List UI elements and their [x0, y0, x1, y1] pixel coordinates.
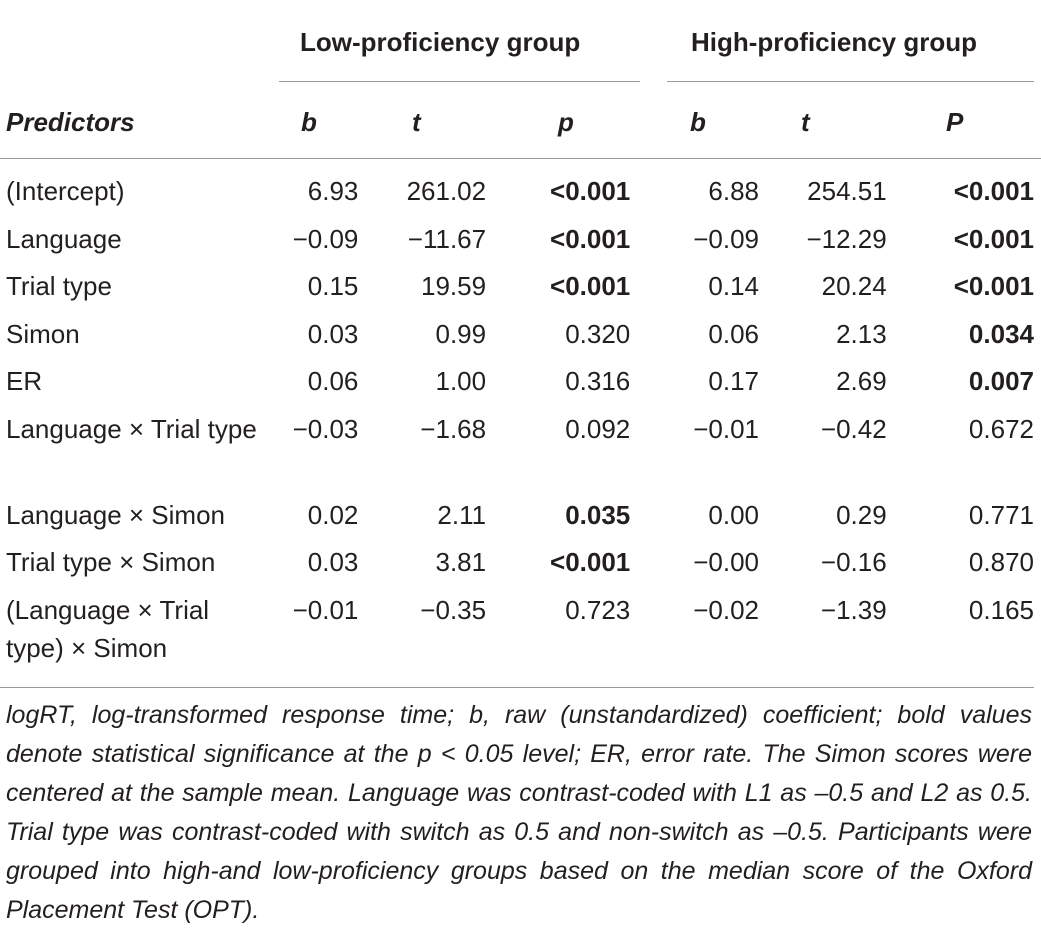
table-row: (Intercept) 6.93 261.02 <0.001 6.88 254.…: [0, 172, 1034, 220]
group-header-row: Low-proficiency group High-proficiency g…: [0, 0, 1041, 82]
table-row: Simon 0.03 0.99 0.320 0.06 2.13 0.034: [0, 315, 1034, 363]
low-p-cell: 0.092: [565, 413, 631, 444]
data-table-body: (Intercept) 6.93 261.02 <0.001 6.88 254.…: [0, 172, 1034, 677]
low-p-cell: 0.320: [565, 318, 631, 349]
table-row: Language −0.09 −11.67 <0.001 −0.09 −12.2…: [0, 220, 1034, 268]
predictor-cell: ER: [6, 366, 43, 396]
low-proficiency-group-header: Low-proficiency group: [300, 27, 581, 57]
high-b-cell: 0.14: [708, 271, 759, 301]
low-p-header: p: [558, 107, 574, 137]
low-t-header: t: [412, 107, 421, 137]
table-row: Language × Simon 0.02 2.11 0.035 0.00 0.…: [0, 496, 1034, 544]
high-t-cell: 20.24: [821, 271, 887, 301]
high-b-cell: −0.09: [693, 223, 759, 254]
high-t-cell: −0.42: [820, 413, 887, 444]
table-footnote: logRT, log-transformed response time; b,…: [6, 701, 1032, 924]
low-p-cell: <0.001: [550, 176, 631, 206]
table-row: Language × Trial type −0.03 −1.68 0.092 …: [0, 410, 1034, 496]
high-p-cell: 0.165: [968, 594, 1034, 625]
low-p-cell: 0.035: [565, 499, 631, 530]
high-p-cell: 0.771: [968, 499, 1034, 530]
low-b-cell: 0.03: [307, 318, 359, 349]
low-t-cell: 1.00: [435, 366, 487, 396]
low-t-cell: 3.81: [435, 547, 487, 577]
high-t-cell: 2.13: [836, 318, 887, 349]
predictor-cell: Language × Simon: [6, 499, 226, 530]
high-p-cell: 0.870: [968, 547, 1034, 577]
low-b-cell: 0.06: [307, 366, 359, 396]
predictor-cell: Simon: [6, 318, 80, 349]
predictor-cell: (Intercept): [6, 176, 125, 206]
low-b-cell: 6.93: [307, 176, 359, 206]
low-b-header: b: [301, 107, 317, 137]
high-b-cell: 0.17: [708, 366, 759, 396]
low-t-cell: 0.99: [435, 318, 487, 349]
high-p-header: P: [946, 107, 964, 137]
high-p-cell: <0.001: [953, 176, 1034, 206]
predictor-cell: Language: [6, 223, 122, 254]
high-t-cell: −12.29: [806, 223, 887, 254]
high-p-cell: 0.672: [968, 413, 1034, 444]
low-b-cell: −0.09: [292, 223, 359, 254]
high-t-cell: 254.51: [807, 176, 887, 206]
high-t-cell: 2.69: [836, 366, 887, 396]
high-group-divider: [667, 81, 1034, 82]
predictor-cell: Language × Trial type: [6, 413, 257, 444]
table-row: Trial type 0.15 19.59 <0.001 0.14 20.24 …: [0, 267, 1034, 315]
low-p-cell: <0.001: [550, 271, 631, 301]
table-bottom-rule: [0, 687, 1034, 688]
high-t-cell: 0.29: [836, 499, 887, 530]
low-p-cell: <0.001: [550, 547, 631, 577]
high-p-cell: <0.001: [953, 223, 1034, 254]
low-t-cell: 19.59: [421, 271, 487, 301]
high-p-cell: 0.034: [968, 318, 1034, 349]
low-b-cell: 0.02: [307, 499, 359, 530]
predictors-header: Predictors: [6, 107, 135, 137]
low-p-cell: 0.316: [565, 366, 631, 396]
high-b-header: b: [690, 107, 706, 137]
low-p-cell: <0.001: [550, 223, 631, 254]
predictor-cell: Trial type × Simon: [6, 547, 216, 577]
high-b-cell: 0.06: [708, 318, 759, 349]
high-t-header: t: [801, 107, 810, 137]
low-b-cell: −0.01: [292, 594, 359, 625]
low-t-cell: −1.68: [420, 413, 487, 444]
low-t-cell: −0.35: [420, 594, 487, 625]
low-t-cell: −11.67: [407, 223, 487, 254]
high-t-cell: −0.16: [820, 547, 887, 577]
high-b-cell: 6.88: [708, 176, 759, 206]
low-group-divider: [279, 81, 640, 82]
low-b-cell: 0.03: [307, 547, 359, 577]
high-proficiency-group-header: High-proficiency group: [691, 27, 977, 57]
high-p-cell: 0.007: [968, 366, 1034, 396]
predictor-cell: (Language × Trial type) × Simon: [6, 594, 210, 663]
table-row: (Language × Trial type) × Simon −0.01 −0…: [0, 591, 1034, 677]
table-row: Trial type × Simon 0.03 3.81 <0.001 −0.0…: [0, 543, 1034, 591]
high-b-cell: −0.01: [693, 413, 759, 444]
low-b-cell: 0.15: [307, 271, 359, 301]
low-t-cell: 2.11: [437, 499, 487, 530]
table-row: ER 0.06 1.00 0.316 0.17 2.69 0.007: [0, 362, 1034, 410]
predictor-cell: Trial type: [6, 271, 112, 301]
low-t-cell: 261.02: [406, 176, 487, 206]
column-header-row: Predictors b t p b t P: [0, 82, 1041, 159]
high-t-cell: −1.39: [820, 594, 887, 625]
high-b-cell: 0.00: [708, 499, 759, 530]
low-b-cell: −0.03: [292, 413, 359, 444]
high-b-cell: −0.02: [693, 594, 759, 625]
high-p-cell: <0.001: [953, 271, 1034, 301]
low-p-cell: 0.723: [565, 594, 631, 625]
high-b-cell: −0.00: [693, 547, 759, 577]
